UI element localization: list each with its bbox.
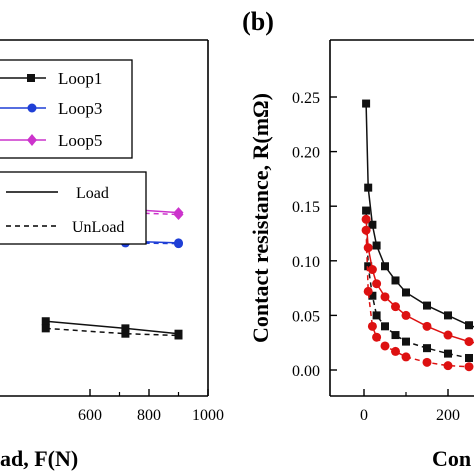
left-x-tick-label: 1000	[192, 407, 224, 424]
right-series-0-point	[362, 99, 371, 108]
right-series-2-point	[422, 321, 432, 331]
right-series-0-point	[402, 288, 410, 297]
right-panel: 0.00 0.05 0.10 0.15 0.20 0.25 0 200 Contact re…	[248, 39, 474, 471]
legend-entry-loop5: Loop5	[0, 131, 102, 150]
right-x-tick-label: 200	[436, 407, 460, 424]
legend-entry-load: Load	[6, 185, 109, 202]
left-series-1	[41, 324, 183, 340]
right-series-2-point	[380, 292, 390, 302]
right-y-tick-label: 0.25	[292, 90, 320, 107]
left-series-0	[41, 317, 183, 338]
right-series-0-point	[364, 183, 373, 192]
right-series-1-point	[362, 206, 371, 215]
right-series-1-point	[391, 331, 400, 340]
panel-label: (b)	[242, 7, 274, 36]
right-series-3-point	[367, 321, 377, 331]
legend-entry-loop1: Loop1	[0, 69, 102, 88]
right-series-2-point	[443, 330, 453, 340]
right-y-axis-label: Contact resistance, R(mΩ)	[248, 93, 273, 343]
right-series-3-point	[443, 361, 453, 371]
right-series-3-point	[363, 286, 373, 296]
left-panel: 600 800 1000 Loop1 Loop3 Loop5 Load UnLoad	[0, 39, 224, 471]
legend-label-loop3: Loop3	[58, 99, 102, 118]
left-series-3-point	[174, 239, 183, 249]
left-series-0-point	[121, 324, 130, 333]
right-y-tick-label: 0.15	[292, 199, 320, 216]
left-series-0-line	[45, 320, 179, 335]
right-series-1-line	[365, 210, 474, 360]
right-series-0-point	[465, 321, 473, 330]
legend-entry-loop3: Loop3	[0, 99, 102, 118]
right-series-1	[362, 206, 474, 362]
style-legend-box	[0, 171, 147, 245]
right-series-1-point	[368, 291, 377, 300]
right-series-1-point	[423, 344, 431, 353]
right-series-3-point	[361, 225, 371, 235]
right-series-3-point	[372, 332, 382, 342]
right-y-tick-label: 0.00	[292, 363, 320, 380]
right-series-0-point	[381, 262, 389, 271]
right-x-tick-label: 0	[360, 407, 368, 424]
right-series-2-point	[391, 302, 400, 312]
right-y-tick-label: 0.10	[292, 254, 320, 271]
right-series-2-point	[372, 279, 382, 289]
loop-legend-box	[0, 59, 133, 159]
left-series-1-point	[174, 331, 183, 340]
legend-label-load: Load	[76, 185, 109, 202]
left-series-1-point	[121, 329, 130, 338]
right-series	[361, 99, 474, 372]
right-x-ticks: 0 200	[360, 389, 460, 424]
right-series-1-point	[402, 337, 410, 346]
right-series-0-point	[368, 220, 377, 229]
legend-marker-loop3	[27, 103, 37, 113]
right-series-1-point	[444, 349, 452, 358]
left-x-tick-label: 600	[78, 407, 102, 424]
right-series-0	[362, 99, 474, 330]
left-series-0-point	[41, 317, 50, 326]
right-series-2-point	[363, 243, 373, 253]
right-series-2-point	[367, 265, 377, 275]
right-series-3-point	[380, 341, 390, 351]
left-x-axis-label: ad, F(N)	[0, 446, 78, 471]
right-series-0-point	[423, 301, 431, 310]
right-series-1-point	[465, 353, 473, 362]
legend-entry-unload: UnLoad	[6, 219, 124, 236]
right-series-3-line	[365, 230, 474, 368]
right-series-0-point	[444, 311, 452, 320]
left-x-tick-label: 800	[137, 407, 161, 424]
right-series-2-point	[401, 310, 411, 320]
left-series-1-point	[41, 324, 50, 333]
right-series-3-point	[422, 357, 432, 367]
right-y-tick-label: 0.20	[292, 145, 320, 162]
right-series-3-point	[391, 346, 400, 356]
legend-label-loop5: Loop5	[58, 131, 102, 150]
left-x-ticks: 600 800 1000	[78, 389, 224, 424]
right-series-3-point	[401, 352, 411, 362]
right-y-ticks: 0.00 0.05 0.10 0.15 0.20 0.25	[292, 90, 337, 380]
legend-label-unload: UnLoad	[72, 219, 124, 236]
right-series-3	[361, 225, 474, 372]
right-series-1-point	[381, 322, 389, 331]
right-x-axis-label: Con	[432, 446, 471, 471]
legend-label-loop1: Loop1	[58, 69, 102, 88]
legend-marker-loop1	[27, 74, 35, 82]
right-series-2-point	[361, 214, 371, 224]
right-series-1-point	[372, 311, 381, 320]
legend-marker-loop5	[27, 134, 37, 146]
right-series-0-point	[391, 276, 400, 285]
right-y-tick-label: 0.05	[292, 308, 320, 325]
right-series-2	[361, 214, 474, 347]
right-series-1-point	[364, 262, 373, 271]
left-series-5-point	[173, 208, 184, 220]
right-series-3-point	[464, 362, 474, 372]
right-series-2-point	[464, 337, 474, 347]
right-series-0-point	[372, 241, 381, 250]
